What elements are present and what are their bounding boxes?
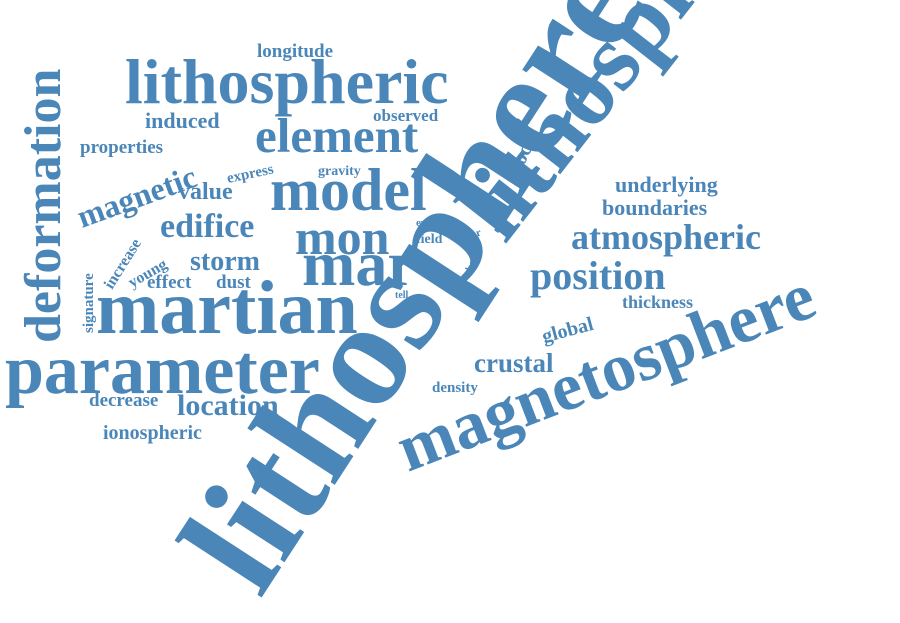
word-underlying: underlying <box>615 172 718 197</box>
word-express: express <box>226 161 276 187</box>
word-crustal: crustal <box>474 348 554 378</box>
word-edifice: edifice <box>160 208 254 245</box>
word-event: event <box>416 217 441 229</box>
word-element: element <box>255 108 419 163</box>
word-longitude: longitude <box>257 41 333 62</box>
word-deformation: deformation <box>15 69 72 343</box>
word-location: location <box>177 389 279 422</box>
word-density: density <box>432 380 478 396</box>
word-gravity: gravity <box>318 164 361 179</box>
word-position: position <box>530 253 666 298</box>
word-mon: mon <box>295 209 390 265</box>
word-boundaries: boundaries <box>602 195 708 220</box>
word-parameter: parameter <box>5 332 320 409</box>
word-storm: storm <box>190 246 260 277</box>
word-tell: tell <box>395 290 409 301</box>
word-mar: mar <box>302 228 416 299</box>
word-thickness: thickness <box>622 292 693 312</box>
word-value: value <box>178 179 233 205</box>
word-signature: signature <box>81 273 97 333</box>
word-atmospheric: atmospheric <box>571 217 761 257</box>
word-dust: dust <box>216 272 252 293</box>
word-field: field <box>416 232 443 247</box>
word-lithospheric: lithospheric <box>125 46 449 117</box>
word-model: model <box>270 157 427 223</box>
word-martian: martian <box>96 266 358 350</box>
word-decrease: decrease <box>89 390 158 411</box>
word-ionospheric: ionospheric <box>103 422 202 444</box>
word-effect: effect <box>147 272 192 293</box>
word-observed: observed <box>373 106 439 125</box>
word-induced: induced <box>145 108 220 133</box>
word-properties: properties <box>80 137 163 158</box>
